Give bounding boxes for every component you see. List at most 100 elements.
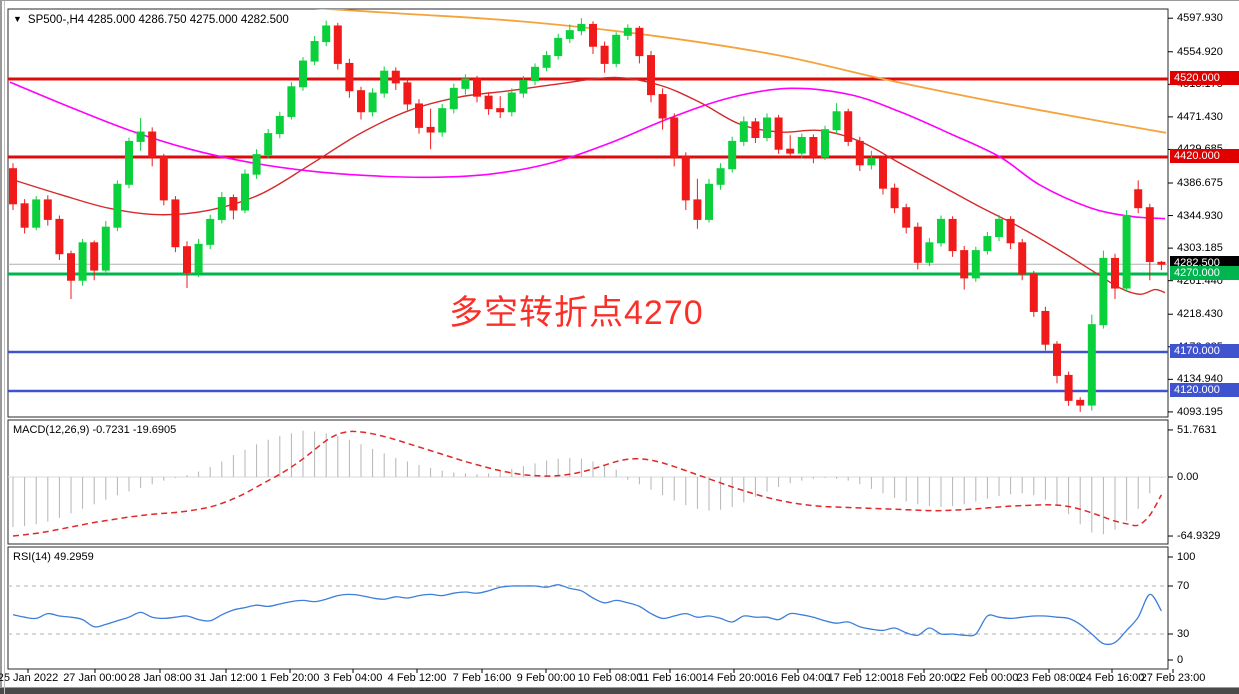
price-tick-label: 4597.930 (1177, 12, 1223, 25)
candle-body (473, 78, 481, 97)
candle-body (403, 82, 412, 105)
candle-body (43, 199, 52, 220)
candle-body (391, 70, 400, 84)
time-tick-label: 11 Feb 16:00 (637, 672, 703, 684)
candle-body (496, 108, 505, 113)
candle-body (415, 103, 423, 128)
candle-body (1076, 399, 1085, 406)
rsi-tick-label: 30 (1177, 628, 1190, 640)
rsi-panel[interactable] (7, 546, 1169, 670)
time-tick-label: 4 Feb 12:00 (387, 672, 447, 684)
candle-body (1099, 257, 1108, 326)
candle-body (67, 253, 75, 281)
candle-body (774, 117, 783, 150)
candle-body (995, 218, 1003, 238)
candle-body (925, 242, 934, 263)
time-tick-label: 31 Jan 12:00 (194, 672, 258, 684)
rsi-tick-label: 100 (1177, 551, 1196, 563)
candle-body (832, 111, 841, 131)
candle-body (1029, 273, 1038, 312)
price-badge-4420.000: 4420.000 (1170, 149, 1239, 163)
candle-body (751, 121, 760, 139)
candle-body (136, 131, 145, 142)
candle-body (229, 197, 238, 211)
rsi-tick-label: 0 (1177, 654, 1184, 666)
price-badge-4120.000: 4120.000 (1170, 383, 1239, 397)
price-tick-label: 4303.185 (1177, 242, 1223, 255)
ma-slow-magenta (9, 81, 1166, 220)
candle-body (264, 133, 273, 156)
candle-body (507, 92, 516, 113)
time-tick-label: 9 Feb 00:00 (516, 672, 576, 684)
macd-panel[interactable] (7, 419, 1169, 545)
candle-body (461, 78, 470, 89)
candle-body (1053, 343, 1061, 376)
time-tick-label: 27 Jan 00:00 (63, 672, 127, 684)
candle-body (1087, 324, 1096, 406)
candle-body (577, 23, 586, 32)
candle-body (101, 226, 110, 271)
price-tick-label: 4093.195 (1177, 405, 1223, 418)
price-chart-panel[interactable] (7, 8, 1169, 418)
candle-body (1145, 207, 1154, 263)
candle-body (519, 80, 528, 94)
candle-body (78, 242, 87, 281)
time-tick-label: 18 Feb 20:00 (891, 672, 957, 684)
candle-body (960, 250, 969, 279)
candle-body (670, 117, 679, 158)
ma-long-orange (313, 9, 1167, 134)
candle-body (1122, 215, 1131, 289)
candle-body (380, 70, 389, 94)
rsi-plot-layer (8, 584, 1168, 646)
macd-readout: MACD(12,26,9) -0.7231 -19.6905 (13, 424, 177, 436)
symbol-ohlc-text: SP500-,H4 4285.000 4286.750 4275.000 428… (27, 14, 289, 26)
candle-body (171, 199, 180, 248)
time-tick-label: 7 Feb 16:00 (452, 672, 512, 684)
price-tick-label: 4386.675 (1177, 176, 1223, 189)
macd-plot-layer (8, 430, 1168, 537)
price-tick-label: 4218.430 (1177, 308, 1223, 321)
candle-body (345, 62, 354, 92)
candle-body (786, 148, 795, 154)
candle-body (1041, 310, 1050, 345)
candle-body (1018, 242, 1027, 275)
macd-tick-label: 51.7631 (1177, 423, 1217, 436)
rsi-tick-label: 70 (1177, 580, 1190, 592)
candle-body (159, 156, 168, 201)
candle-body (438, 108, 447, 133)
candle-body (322, 25, 331, 43)
price-badge-4170.000: 4170.000 (1170, 344, 1239, 358)
candle-body (333, 25, 342, 64)
candle-body (728, 140, 737, 170)
candle-body (1064, 374, 1073, 401)
time-tick-label: 3 Feb 04:00 (323, 672, 383, 684)
window-bottom-edge (0, 687, 1239, 694)
candle-body (1006, 218, 1015, 244)
candle-body (867, 158, 876, 166)
macd-tick-label: -64.9329 (1177, 530, 1221, 543)
macd-tick-label: 0.00 (1177, 471, 1199, 483)
candle-body (310, 41, 319, 62)
symbol-dropdown-icon[interactable]: ▼ (13, 14, 22, 24)
candle-body (194, 243, 203, 273)
candle-body (937, 218, 945, 244)
candle-body (809, 137, 818, 158)
annotation-text[interactable]: 多空转折点4270 (449, 294, 704, 332)
candle-body (357, 90, 365, 113)
candle-body (299, 60, 307, 88)
time-tick-label: 16 Feb 04:00 (765, 672, 831, 684)
candle-body (983, 236, 992, 252)
time-tick-label: 1 Feb 20:00 (260, 672, 320, 684)
candle-body (971, 250, 980, 279)
time-tick-label: 14 Feb 20:00 (701, 672, 767, 684)
symbol-timeframe-readout: ▼ SP500-,H4 4285.000 4286.750 4275.000 42… (13, 14, 289, 26)
price-tick-label: 4344.930 (1177, 209, 1223, 222)
candle-body (252, 154, 261, 175)
candle-body (449, 87, 458, 110)
candle-body (554, 37, 563, 57)
macd-signal-line (12, 430, 1163, 537)
candle-body (426, 126, 435, 133)
price-tick-label: 4471.430 (1177, 110, 1223, 123)
